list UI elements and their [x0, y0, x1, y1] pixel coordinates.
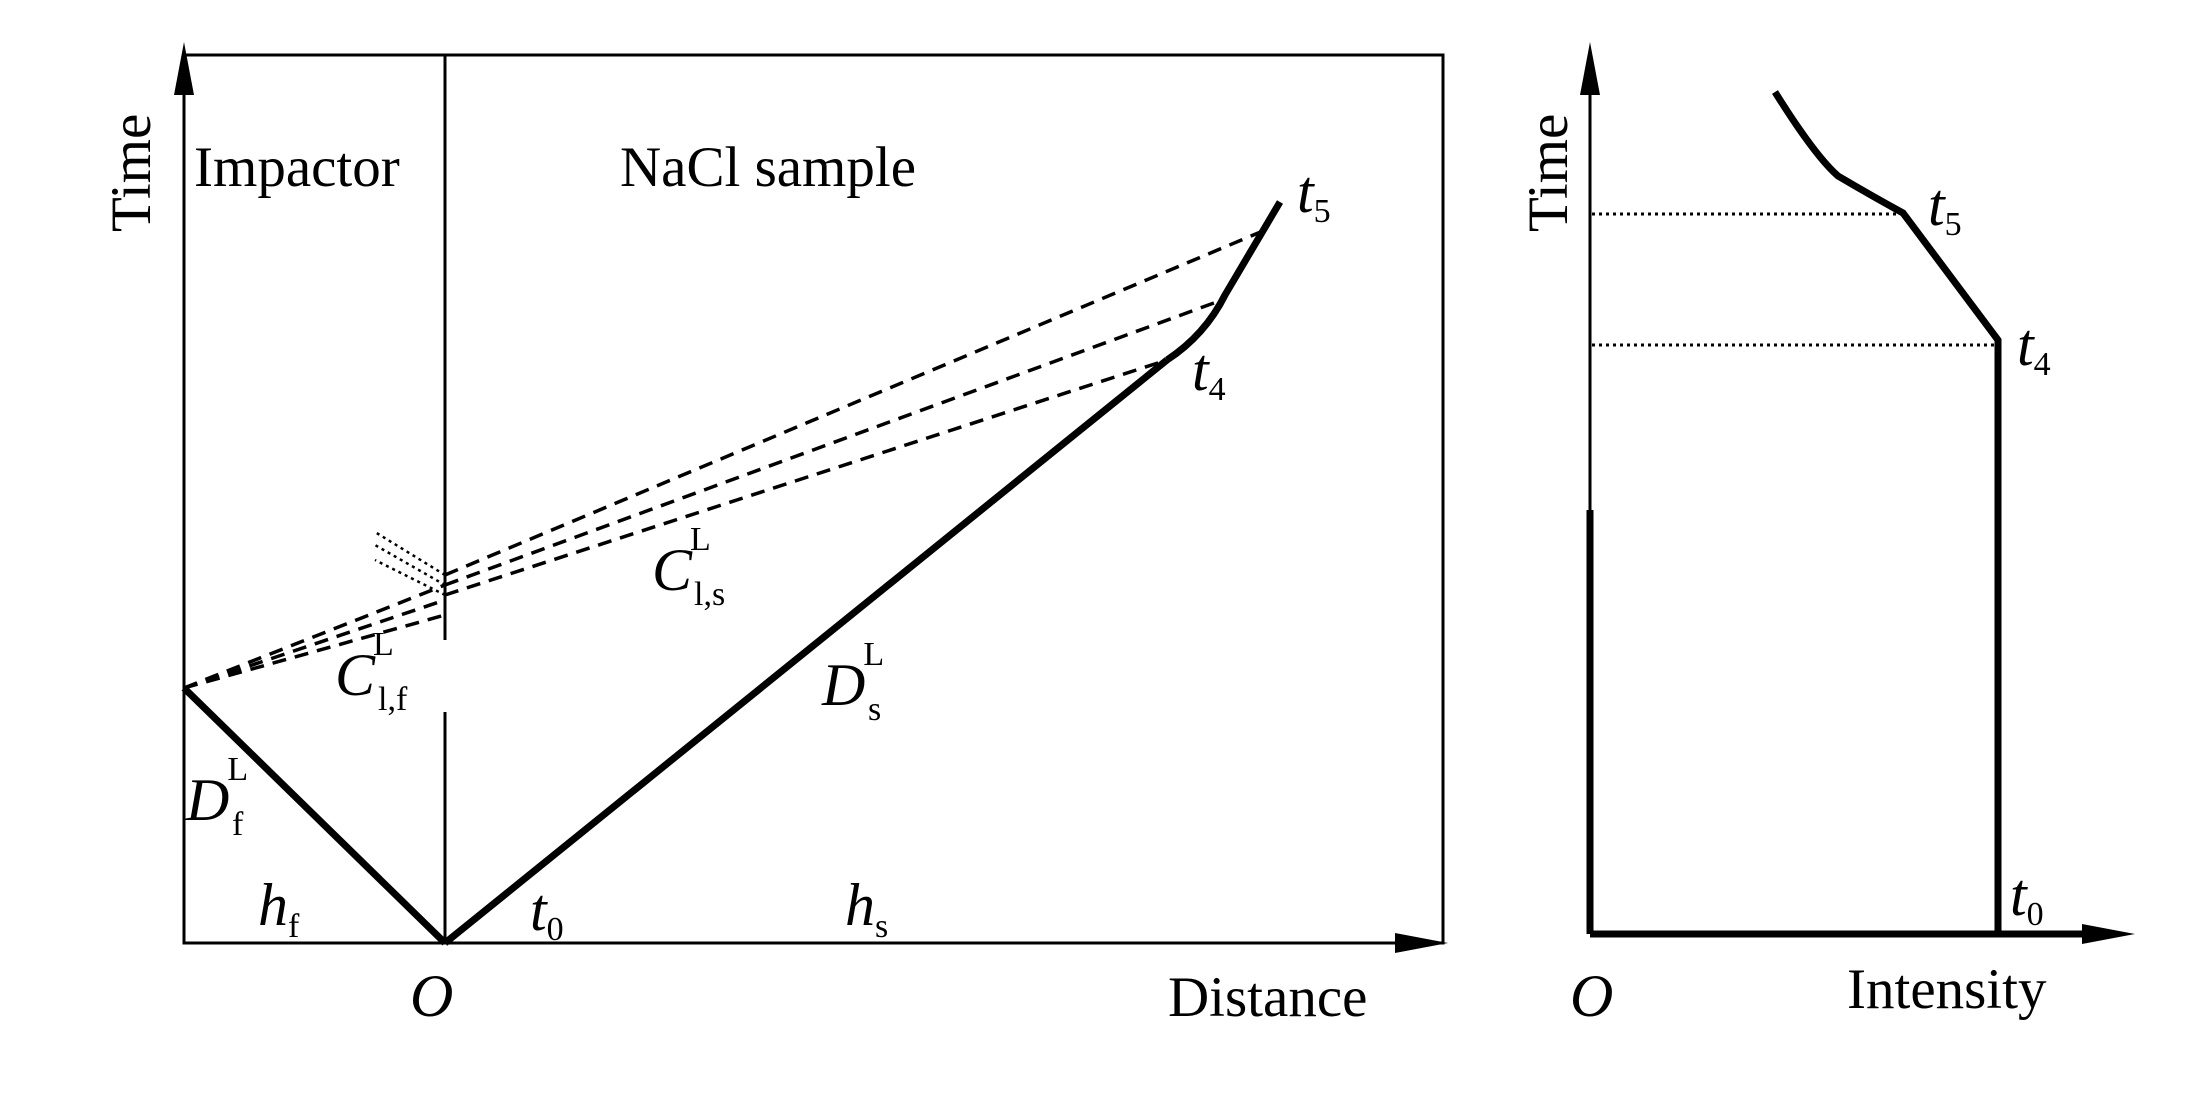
release-line-4	[444, 358, 1168, 597]
label-h-f: hf	[258, 872, 300, 945]
right-t5-label: t5	[1928, 172, 1962, 243]
left-t5-label: t5	[1297, 159, 1331, 230]
extension-line-3	[374, 530, 446, 577]
shock-front-impactor	[181, 685, 448, 946]
left-x-arrowhead	[1395, 933, 1448, 953]
right-t4-label: t4	[2017, 312, 2051, 383]
left-y-arrowhead	[174, 42, 194, 95]
left-y-axis-label: Time	[100, 114, 163, 232]
intensity-profile	[1586, 90, 2002, 934]
release-line-3	[183, 583, 446, 690]
label-D-s: DL s	[821, 636, 884, 728]
release-fan-extension	[374, 530, 446, 597]
shock-front-sample	[442, 357, 1170, 946]
extension-line-2	[374, 543, 446, 587]
right-panel: Time Intensity O t5 t4 t0	[1517, 42, 2135, 1029]
region-label-sample: NaCl sample	[620, 136, 916, 199]
label-C-ls: CL l,s	[652, 521, 725, 613]
extension-line-1	[374, 558, 446, 597]
right-t0-label: t0	[2010, 862, 2044, 933]
label-D-f: DL f	[185, 751, 248, 843]
left-t4-label: t4	[1192, 337, 1226, 408]
right-x-axis-label: Intensity	[1847, 958, 2047, 1021]
release-line-6	[444, 226, 1271, 577]
right-x-arrowhead	[2082, 924, 2135, 944]
right-y-arrowhead	[1580, 42, 1600, 95]
right-origin-label: O	[1570, 963, 1613, 1029]
label-h-s: hs	[845, 872, 888, 945]
right-y-axis-label: Time	[1517, 114, 1580, 232]
shock-front-sample-curve	[1165, 200, 1284, 363]
left-origin-label: O	[410, 963, 453, 1029]
release-line-5	[444, 298, 1223, 587]
region-label-impactor: Impactor	[194, 136, 400, 199]
left-x-axis-label: Distance	[1168, 966, 1367, 1029]
left-t0-label: t0	[530, 877, 564, 948]
release-line-2	[183, 598, 446, 690]
release-line-1	[183, 613, 446, 690]
left-panel: Impactor NaCl sample Time Distance O t5 …	[100, 42, 1448, 1029]
label-C-lf: CL l,f	[335, 626, 408, 718]
release-fan	[183, 226, 1271, 690]
